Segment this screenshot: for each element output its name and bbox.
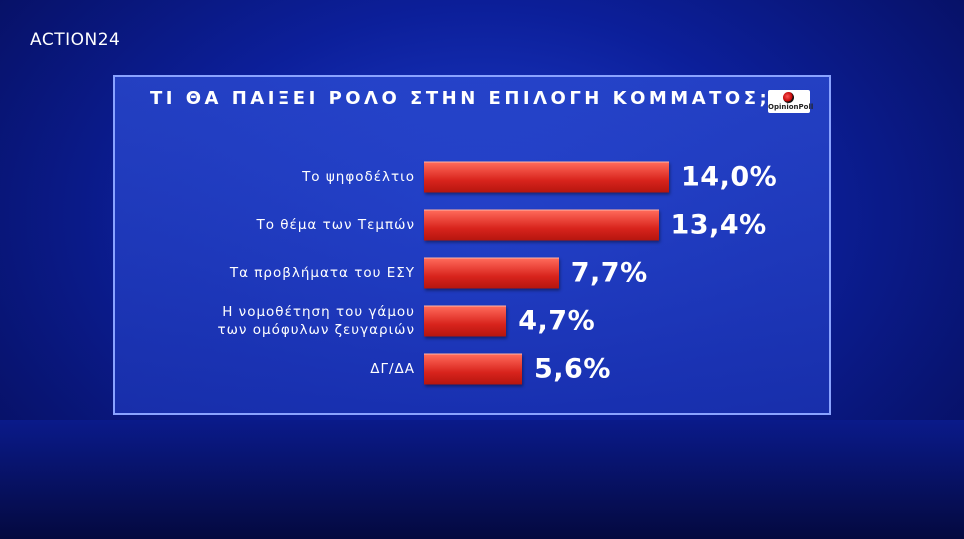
- channel-logo: ACTION24: [30, 30, 121, 50]
- category-label: ΔΓ/ΔΑ: [370, 361, 415, 377]
- floor: [0, 420, 964, 539]
- category-label: Το ψηφοδέλτιο: [302, 169, 415, 185]
- category-label: Η νομοθέτηση του γάμου των ομόφυλων ζευγ…: [217, 304, 415, 338]
- bar: [424, 305, 507, 337]
- bar: [424, 353, 522, 385]
- category-label: Το θέμα των Τεμπών: [256, 217, 415, 233]
- value-label: 7,7%: [570, 257, 648, 289]
- bar: [424, 209, 659, 241]
- bar: [424, 161, 669, 193]
- value-label: 5,6%: [534, 353, 611, 385]
- value-label: 14,0%: [681, 161, 778, 193]
- category-label: Τα προβλήματα του ΕΣΥ: [229, 265, 415, 281]
- source-logo: OpinionPoll: [768, 90, 813, 113]
- value-label: 4,7%: [518, 305, 596, 337]
- value-label: 13,4%: [670, 209, 767, 241]
- chart-title: ΤΙ ΘΑ ΠΑΙΞΕΙ ΡΟΛΟ ΣΤΗΝ ΕΠΙΛΟΓΗ ΚΟΜΜΑΤΟΣ;: [150, 88, 771, 109]
- bar: [424, 257, 559, 289]
